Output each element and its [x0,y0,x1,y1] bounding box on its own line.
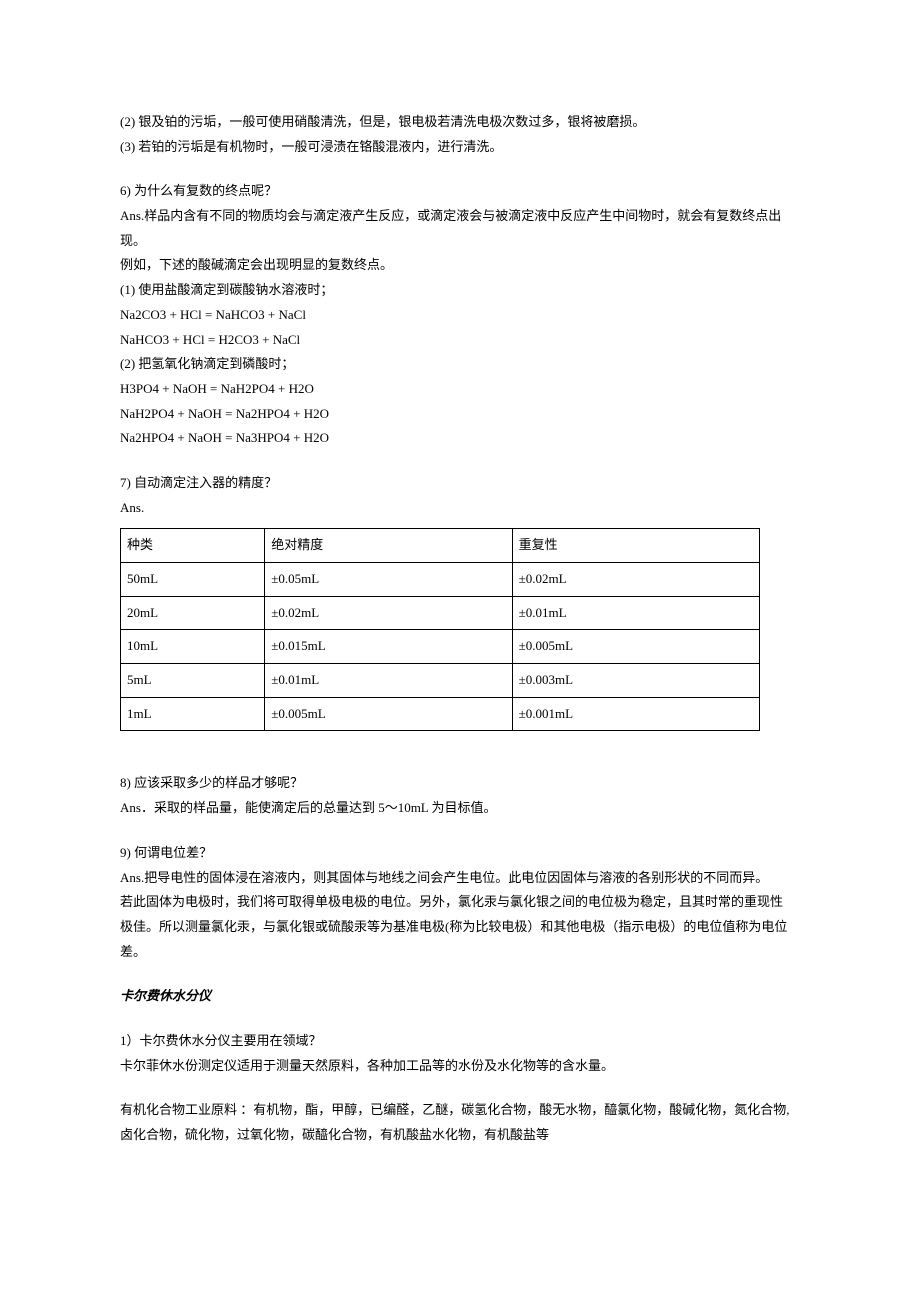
q6-case2-eq2: NaH2PO4 + NaOH = Na2HPO4 + H2O [120,402,800,427]
precision-table: 种类 绝对精度 重复性 50mL ±0.05mL ±0.02mL 20mL ±0… [120,528,760,731]
table-row: 1mL ±0.005mL ±0.001mL [121,697,760,731]
spacer [120,159,800,179]
q6-example-intro: 例如，下述的酸碱滴定会出现明显的复数终点。 [120,253,800,278]
q9-line2: 若此固体为电极时，我们将可取得单极电极的电位。另外，氯化汞与氯化银之间的电位极为… [120,890,800,915]
q9-line3: 极佳。所以测量氯化汞，与氯化银或硫酸汞等为基准电极(称为比较电极）和其他电极（指… [120,915,800,964]
th-absolute: 绝对精度 [265,529,512,563]
spacer [120,731,800,751]
table-header-row: 种类 绝对精度 重复性 [121,529,760,563]
spacer [120,751,800,771]
q6-case1-eq1: Na2CO3 + HCl = NaHCO3 + NaCl [120,303,800,328]
q6-title: 6) 为什么有复数的终点呢？ [120,179,800,204]
table-row: 50mL ±0.05mL ±0.02mL [121,563,760,597]
kf-q1-body: 卡尔菲休水份测定仪适用于测量天然原料，各种加工品等的水份及水化物等的含水量。 [120,1054,800,1079]
cell-type: 10mL [121,630,265,664]
q8-answer: Ans．采取的样品量，能使滴定后的总量达到 5～10mL 为目标值。 [120,796,800,821]
karl-fischer-heading: 卡尔费休水分仪 [120,984,800,1009]
table-row: 5mL ±0.01mL ±0.003mL [121,664,760,698]
table-row: 10mL ±0.015mL ±0.005mL [121,630,760,664]
th-type: 种类 [121,529,265,563]
cell-repeat: ±0.02mL [512,563,759,597]
q6-case2-eq1: H3PO4 + NaOH = NaH2PO4 + H2O [120,377,800,402]
q6-case2-eq3: Na2HPO4 + NaOH = Na3HPO4 + H2O [120,426,800,451]
th-repeat: 重复性 [512,529,759,563]
cell-type: 50mL [121,563,265,597]
q8-title: 8) 应该采取多少的样品才够呢？ [120,771,800,796]
q6-case2-title: (2) 把氢氧化钠滴定到磷酸时； [120,352,800,377]
spacer [120,964,800,984]
q6-ans-text: 样品内含有不同的物质均会与滴定液产生反应，或滴定液会与被滴定液中反应产生中间物时… [120,208,781,248]
q6-case1-title: (1) 使用盐酸滴定到碳酸钠水溶液时； [120,278,800,303]
cell-type: 5mL [121,664,265,698]
cell-absolute: ±0.05mL [265,563,512,597]
electrode-item-3: (3) 若铂的污垢是有机物时，一般可浸渍在铬酸混液内，进行清洗。 [120,135,800,160]
cell-repeat: ±0.01mL [512,596,759,630]
cell-absolute: ±0.02mL [265,596,512,630]
cell-absolute: ±0.015mL [265,630,512,664]
spacer [120,1078,800,1098]
spacer [120,1009,800,1029]
cell-repeat: ±0.005mL [512,630,759,664]
cell-repeat: ±0.003mL [512,664,759,698]
electrode-item-2: (2) 银及铂的污垢，一般可使用硝酸清洗，但是，银电极若清洗电极次数过多，银将被… [120,110,800,135]
q6-answer: Ans.样品内含有不同的物质均会与滴定液产生反应，或滴定液会与被滴定液中反应产生… [120,204,800,253]
kf-q1-detail: 有机化合物工业原料 ：有机物，酯，甲醇，已编醛，乙醚，碳氢化合物，酸无水物，醯氯… [120,1098,800,1147]
q7-title: 7) 自动滴定注入器的精度？ [120,471,800,496]
q9-title: 9) 何谓电位差？ [120,841,800,866]
q9-line1: Ans.把导电性的固体浸在溶液内，则其固体与地线之间会产生电位。此电位因固体与溶… [120,866,800,891]
q7-ans-label: Ans. [120,496,800,521]
table-row: 20mL ±0.02mL ±0.01mL [121,596,760,630]
kf-q1-title: 1）卡尔费休水分仪主要用在领域？ [120,1029,800,1054]
cell-repeat: ±0.001mL [512,697,759,731]
cell-type: 20mL [121,596,265,630]
document-page: (2) 银及铂的污垢，一般可使用硝酸清洗，但是，银电极若清洗电极次数过多，银将被… [0,0,920,1208]
cell-absolute: ±0.005mL [265,697,512,731]
spacer [120,821,800,841]
cell-absolute: ±0.01mL [265,664,512,698]
q6-ans-label: Ans. [120,208,144,223]
spacer [120,451,800,471]
spacer [120,520,800,524]
cell-type: 1mL [121,697,265,731]
q6-case1-eq2: NaHCO3 + HCl = H2CO3 + NaCl [120,328,800,353]
